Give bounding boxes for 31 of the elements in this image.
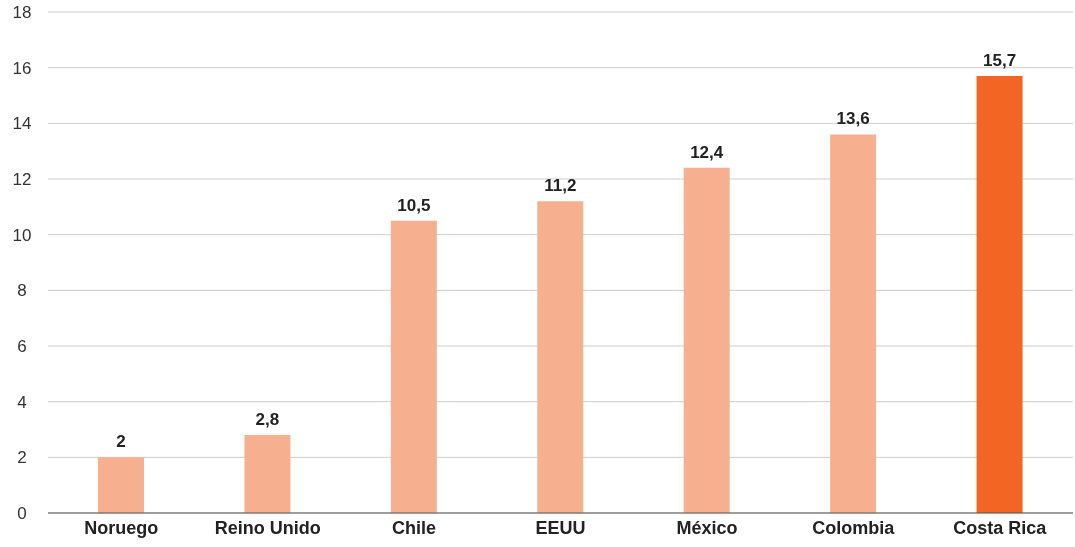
y-tick-label: 8 [17, 281, 27, 301]
x-tick-label: México [676, 517, 738, 538]
bar [98, 457, 144, 513]
x-tick-label: Reino Unido [214, 517, 321, 538]
x-tick-label: Colombia [812, 517, 896, 538]
y-tick-label: 10 [12, 225, 32, 245]
y-tick-label: 0 [17, 504, 27, 524]
x-tick-label: Costa Rica [953, 517, 1048, 538]
bar [976, 76, 1023, 513]
data-label: 12,4 [690, 142, 724, 162]
bar [537, 201, 584, 513]
y-tick-label: 14 [12, 114, 32, 134]
data-label: 2 [116, 432, 126, 452]
y-tick-label: 12 [12, 170, 32, 190]
data-label: 11,2 [544, 176, 577, 196]
y-tick-label: 16 [12, 58, 32, 78]
bar [390, 220, 437, 513]
x-tick-label: Chile [392, 517, 437, 538]
x-tick-label: EEUU [535, 517, 586, 538]
data-label: 13,6 [836, 109, 870, 129]
bar [244, 435, 291, 513]
data-label: 2,8 [255, 410, 280, 430]
x-tick-label: Noruego [84, 517, 159, 538]
data-label: 15,7 [983, 51, 1017, 71]
bar [683, 167, 730, 513]
y-tick-label: 2 [17, 448, 27, 468]
y-tick-label: 6 [17, 337, 27, 357]
bar [830, 134, 877, 513]
y-tick-label: 18 [12, 3, 32, 23]
y-tick-label: 4 [17, 392, 27, 412]
data-label: 10,5 [397, 195, 431, 215]
